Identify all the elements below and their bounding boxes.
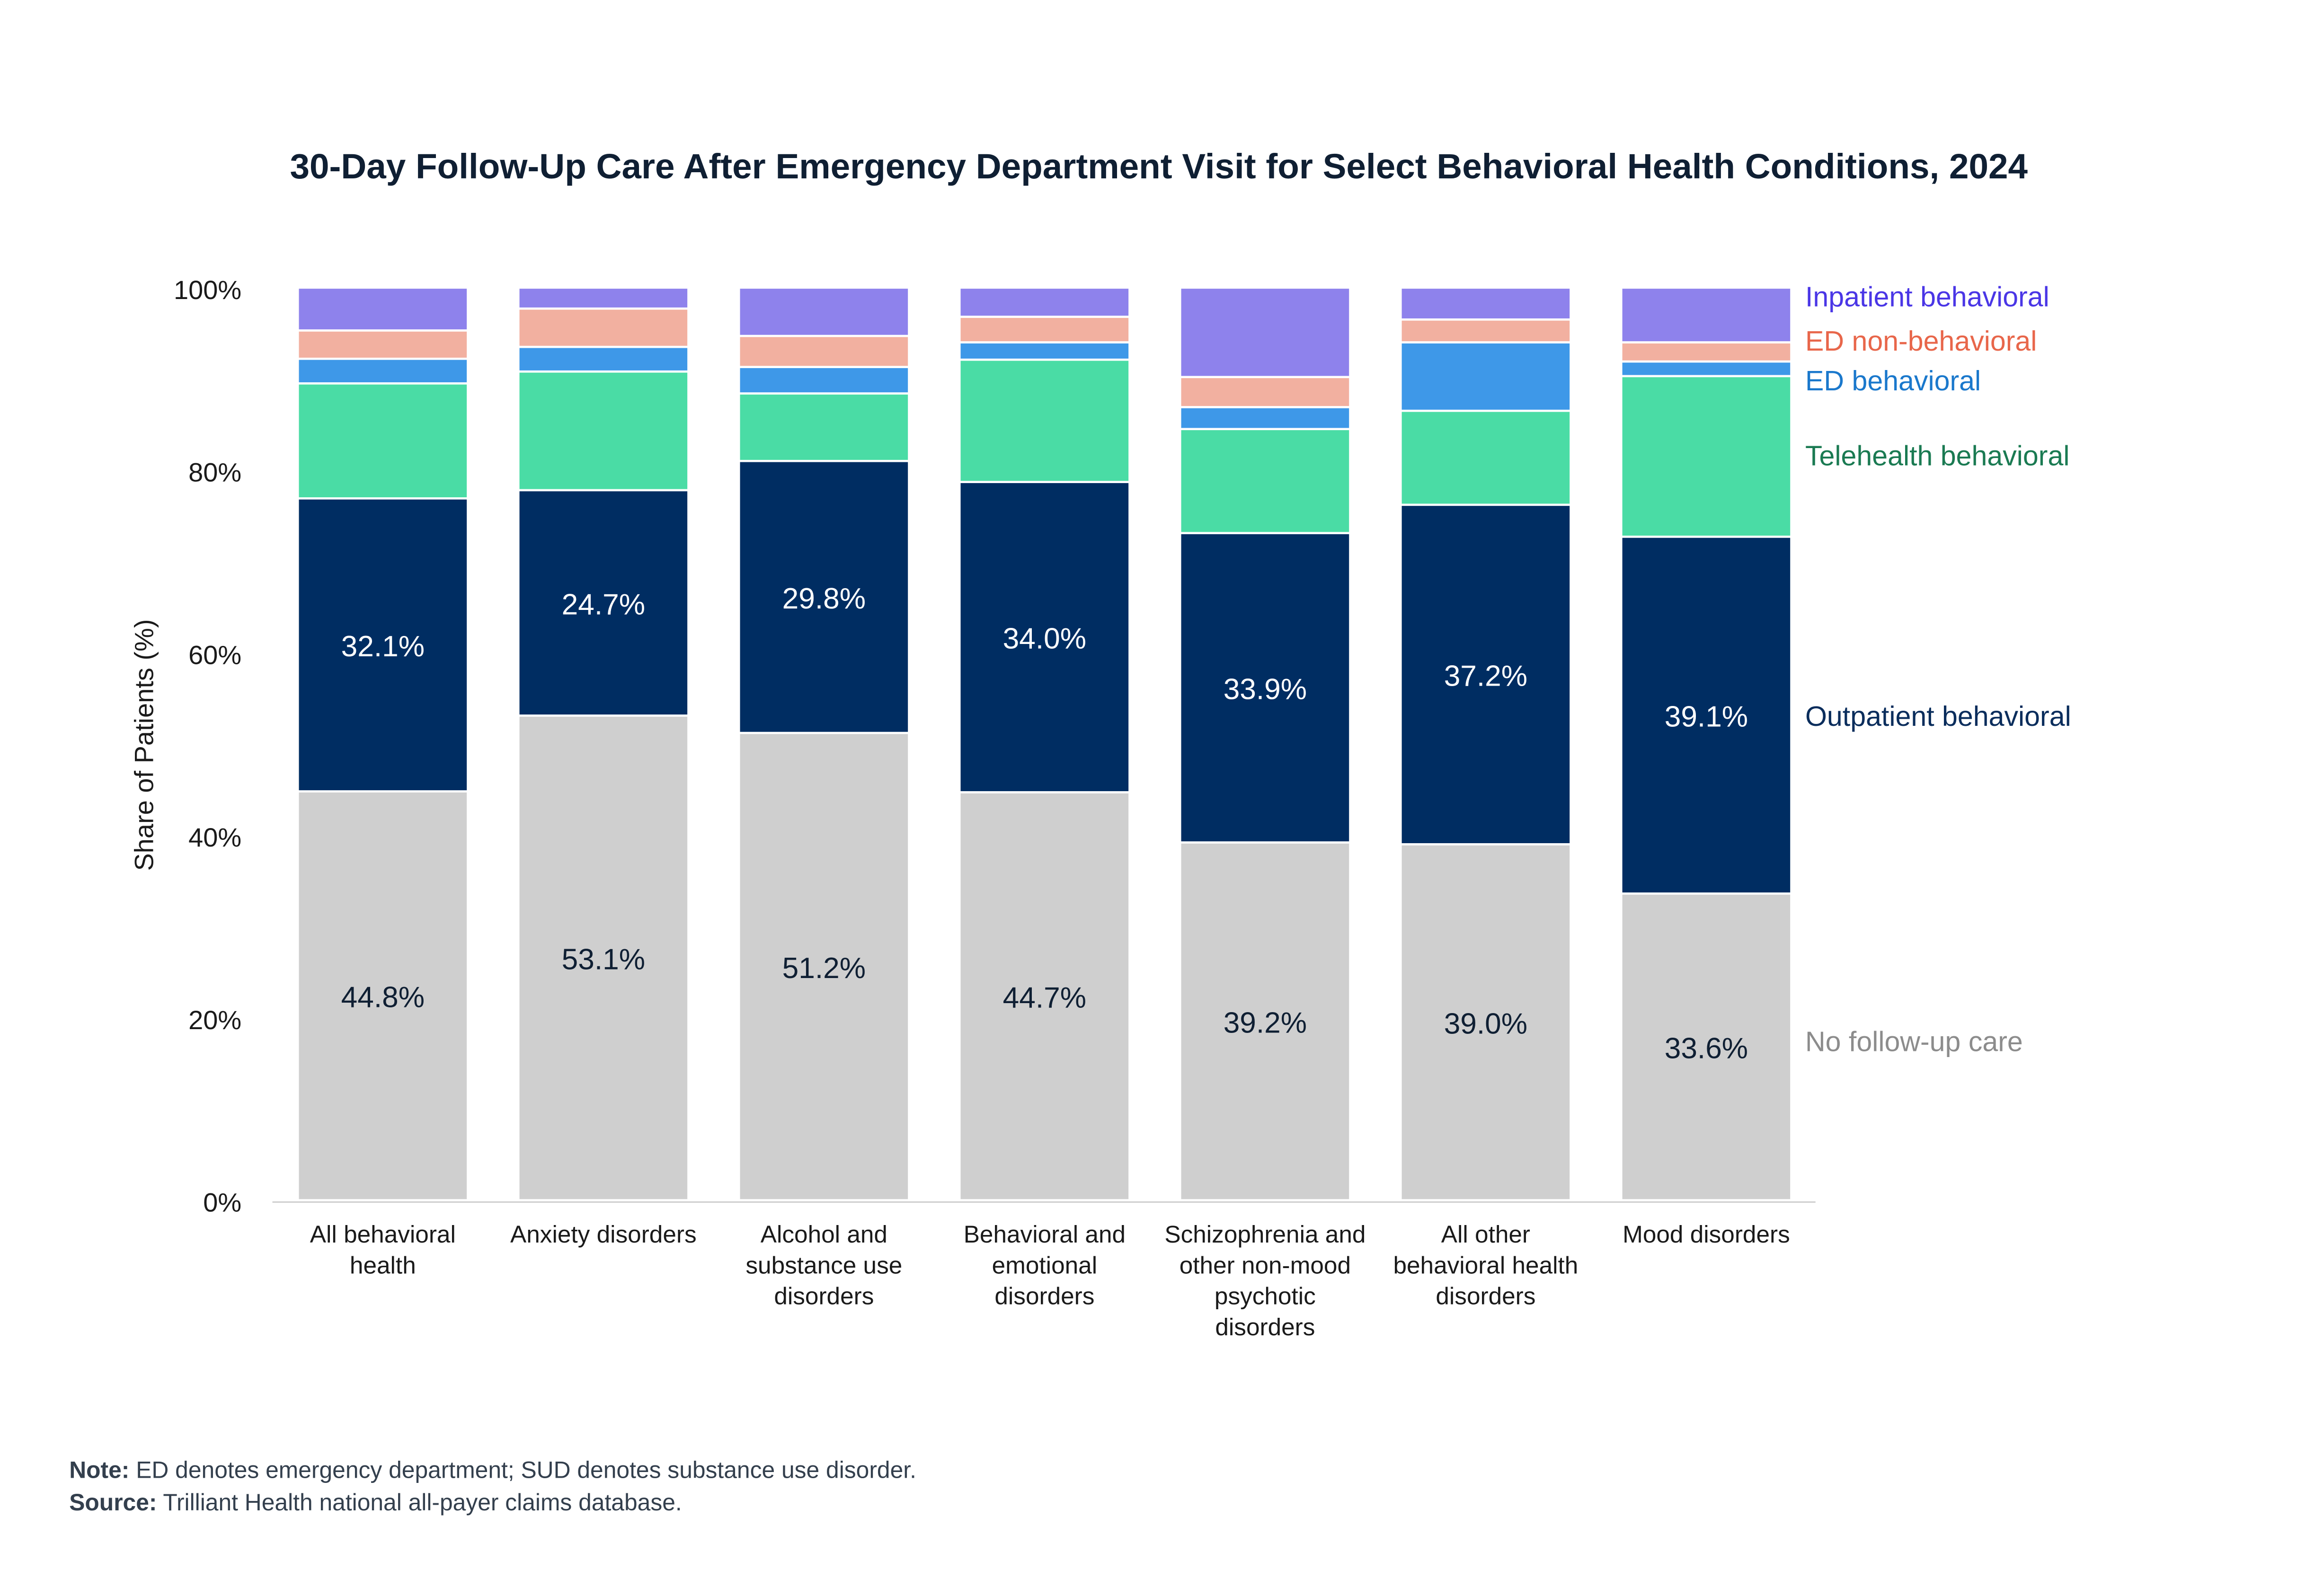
x-tick-label: psychotic: [1215, 1283, 1316, 1310]
bar-segment: [960, 289, 1129, 316]
x-tick-label: health: [350, 1252, 416, 1279]
data-label: 34.0%: [1003, 623, 1086, 655]
x-tick-label: emotional: [992, 1252, 1098, 1279]
legend-label: ED behavioral: [1805, 365, 1981, 397]
data-label: 33.6%: [1665, 1032, 1748, 1065]
bar-segment: [1401, 289, 1570, 318]
legend-label: ED non-behavioral: [1805, 325, 2037, 357]
legend-label: Telehealth behavioral: [1805, 440, 2070, 471]
note-text: ED denotes emergency department; SUD den…: [129, 1457, 916, 1483]
bar-segment: [1622, 289, 1791, 342]
data-label: 39.2%: [1224, 1007, 1307, 1040]
data-label: 44.8%: [341, 981, 425, 1014]
x-tick-label: All behavioral: [310, 1221, 456, 1248]
data-label: 32.1%: [341, 630, 425, 663]
bar-segment: [1622, 538, 1791, 893]
bar-segment: [1181, 430, 1349, 532]
y-tick-label: 20%: [188, 1005, 241, 1035]
bar-segment: [1622, 377, 1791, 536]
y-tick-label: 60%: [188, 640, 241, 670]
source-text: Trilliant Health national all-payer clai…: [157, 1489, 682, 1516]
source: Source: Trilliant Health national all-pa…: [69, 1489, 682, 1516]
x-tick-label: behavioral health: [1393, 1252, 1578, 1279]
bar-segment: [1401, 845, 1570, 1199]
legend-label: No follow-up care: [1805, 1026, 2023, 1058]
x-tick-label: substance use: [745, 1252, 902, 1279]
bar-segment: [960, 317, 1129, 342]
data-label: 44.7%: [1003, 982, 1086, 1014]
data-label: 39.1%: [1665, 701, 1748, 733]
bar-segment: [960, 361, 1129, 481]
bar-segment: [1181, 289, 1349, 376]
bar-segment: [299, 499, 467, 791]
bar-segment: [299, 289, 467, 330]
bar-segment: [1622, 343, 1791, 361]
bar-segment: [1401, 506, 1570, 844]
bar-segment: [960, 343, 1129, 359]
data-label: 37.2%: [1444, 660, 1527, 693]
data-label: 29.8%: [782, 582, 866, 615]
bar-segment: [519, 716, 688, 1199]
x-tick-label: Behavioral and: [964, 1221, 1126, 1248]
bar-segment: [960, 793, 1129, 1199]
x-tick-label: disorders: [774, 1283, 874, 1310]
x-tick-label: Schizophrenia and: [1164, 1221, 1366, 1248]
note-label: Note:: [69, 1457, 129, 1483]
bar-segment: [1181, 534, 1349, 842]
x-tick-label: disorders: [1436, 1283, 1535, 1310]
y-tick-label: 80%: [188, 458, 241, 487]
bar-segment: [1181, 408, 1349, 428]
x-tick-label: other non-mood: [1180, 1252, 1351, 1279]
x-tick-label: disorders: [1215, 1314, 1315, 1340]
bar-segment: [519, 309, 688, 346]
bar-segment: [740, 394, 908, 460]
data-label: 51.2%: [782, 952, 866, 985]
bar-segment: [299, 384, 467, 498]
bar-segment: [1401, 320, 1570, 342]
y-tick-label: 0%: [203, 1188, 241, 1217]
bar-segment: [1401, 343, 1570, 410]
bar-segment: [740, 734, 908, 1199]
bar-segment: [740, 289, 908, 335]
x-tick-label: Alcohol and: [761, 1221, 887, 1248]
bar-segment: [960, 483, 1129, 792]
bar-segment: [299, 360, 467, 382]
chart-title: 30-Day Follow-Up Care After Emergency De…: [290, 146, 2028, 186]
bar-segment: [740, 337, 908, 366]
bar-segment: [1622, 362, 1791, 375]
x-tick-label: Anxiety disorders: [510, 1221, 697, 1248]
bar-segment: [519, 289, 688, 308]
x-tick-label: All other: [1441, 1221, 1530, 1248]
y-tick-label: 40%: [188, 822, 241, 852]
bar-segment: [299, 331, 467, 358]
data-label: 53.1%: [562, 943, 645, 976]
y-axis-label: Share of Patients (%): [129, 619, 159, 871]
bar-segment: [740, 462, 908, 732]
x-tick-label: Mood disorders: [1623, 1221, 1790, 1248]
data-label: 39.0%: [1444, 1008, 1527, 1040]
y-tick-label: 100%: [174, 275, 241, 305]
bar-segment: [1181, 378, 1349, 406]
bar-segment: [519, 372, 688, 489]
note: Note: ED denotes emergency department; S…: [69, 1457, 916, 1483]
bar-segment: [740, 368, 908, 393]
data-label: 33.9%: [1224, 673, 1307, 706]
bar-segment: [1401, 412, 1570, 504]
bar-segment: [299, 792, 467, 1199]
legend-label: Inpatient behavioral: [1805, 281, 2049, 312]
bar-segment: [1181, 843, 1349, 1199]
source-label: Source:: [69, 1489, 157, 1516]
x-tick-label: disorders: [994, 1283, 1094, 1310]
data-label: 24.7%: [562, 588, 645, 621]
bar-segment: [519, 348, 688, 370]
legend-label: Outpatient behavioral: [1805, 700, 2071, 732]
plot-area: 0% 20% 40% 60% 80% 100% 44.8% 32.1% All behavior…: [174, 275, 2071, 1340]
bar-segment: [519, 491, 688, 715]
bar-segment: [1622, 894, 1791, 1199]
